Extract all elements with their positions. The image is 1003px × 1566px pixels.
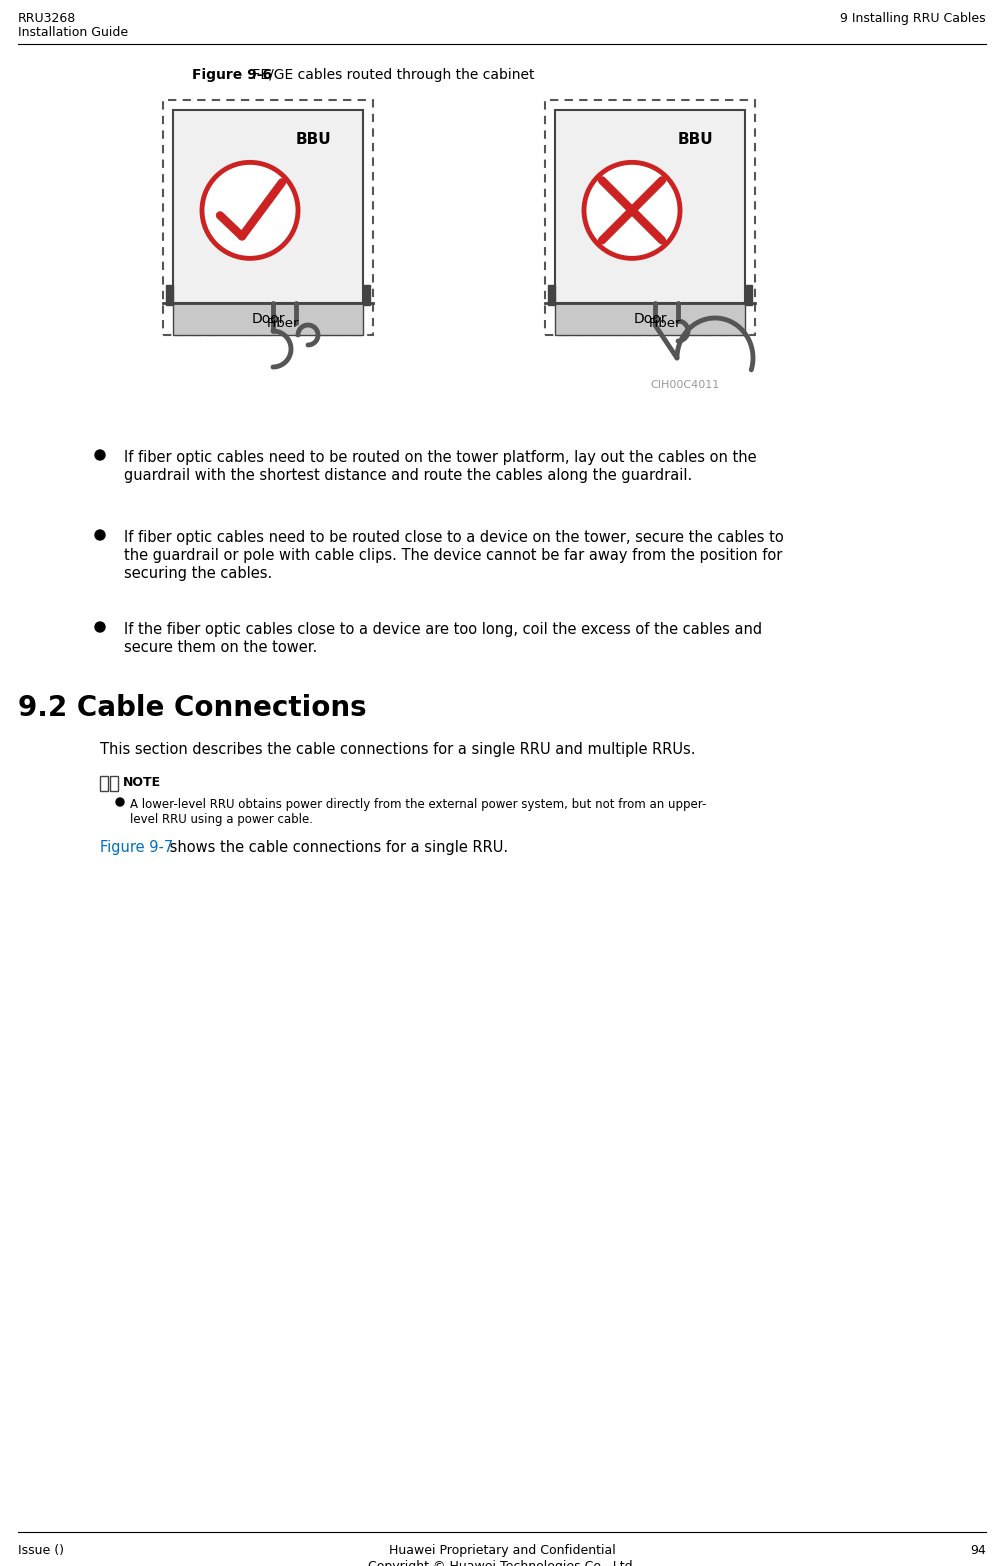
Bar [100,777,108,791]
Text: Door: Door [251,312,285,326]
Bar [545,100,754,335]
Text: 9.2 Cable Connections: 9.2 Cable Connections [18,694,366,722]
Circle shape [584,163,679,258]
Bar [744,285,751,305]
Text: This section describes the cable connections for a single RRU and multiple RRUs.: This section describes the cable connect… [100,742,695,756]
Bar [555,302,744,335]
Circle shape [95,449,105,460]
Text: Figure 9-7: Figure 9-7 [100,839,174,855]
Text: Huawei Proprietary and Confidential: Huawei Proprietary and Confidential [388,1544,615,1557]
Bar [173,110,363,302]
Text: Fiber: Fiber [648,316,681,330]
Text: Door: Door [633,312,666,326]
Bar [555,110,744,302]
Bar [363,285,370,305]
Text: level RRU using a power cable.: level RRU using a power cable. [129,813,313,825]
Text: If fiber optic cables need to be routed close to a device on the tower, secure t: If fiber optic cables need to be routed … [124,529,783,545]
Text: 9 Installing RRU Cables: 9 Installing RRU Cables [840,13,985,25]
Text: securing the cables.: securing the cables. [124,565,272,581]
Text: BBU: BBU [677,132,713,147]
Text: If the fiber optic cables close to a device are too long, coil the excess of the: If the fiber optic cables close to a dev… [124,622,761,637]
Text: Figure 9-6: Figure 9-6 [192,67,272,81]
Text: the guardrail or pole with cable clips. The device cannot be far away from the p: the guardrail or pole with cable clips. … [124,548,781,564]
Text: Installation Guide: Installation Guide [18,27,128,39]
Text: CIH00C4011: CIH00C4011 [650,381,719,390]
Bar [162,100,373,335]
Text: Fiber: Fiber [267,316,299,330]
Text: Issue (): Issue () [18,1544,64,1557]
Text: BBU: BBU [296,132,331,147]
Text: NOTE: NOTE [123,777,160,789]
Circle shape [116,799,124,806]
Bar [173,302,363,335]
Text: 94: 94 [969,1544,985,1557]
Text: guardrail with the shortest distance and route the cables along the guardrail.: guardrail with the shortest distance and… [124,468,691,482]
Text: secure them on the tower.: secure them on the tower. [124,640,317,655]
Bar [165,285,173,305]
Text: A lower-level RRU obtains power directly from the external power system, but not: A lower-level RRU obtains power directly… [129,799,706,811]
Circle shape [95,622,105,633]
Bar [110,777,118,791]
Text: shows the cable connections for a single RRU.: shows the cable connections for a single… [164,839,508,855]
Bar [548,285,555,305]
Circle shape [95,529,105,540]
Text: If fiber optic cables need to be routed on the tower platform, lay out the cable: If fiber optic cables need to be routed … [124,449,756,465]
Text: RRU3268: RRU3268 [18,13,76,25]
Text: Copyright © Huawei Technologies Co., Ltd.: Copyright © Huawei Technologies Co., Ltd… [367,1560,636,1566]
Circle shape [202,163,298,258]
Text: FE/GE cables routed through the cabinet: FE/GE cables routed through the cabinet [248,67,534,81]
